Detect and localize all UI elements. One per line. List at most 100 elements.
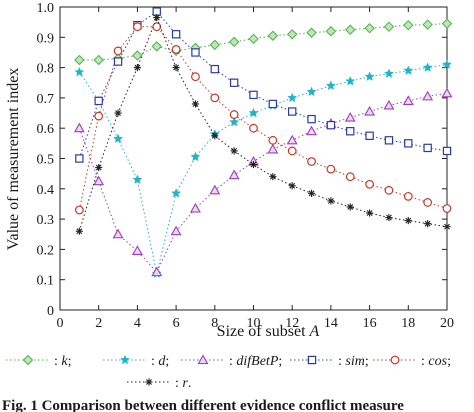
x-tick-label: 6: [173, 316, 180, 331]
data-point-cos: [442, 204, 452, 213]
data-point-cos: [229, 110, 239, 119]
y-tick-label: 0.2: [37, 243, 55, 258]
series-r: [75, 14, 451, 235]
data-point-sim: [94, 96, 103, 106]
data-point-k: [132, 50, 143, 61]
x-tick-label: 20: [440, 316, 454, 331]
data-point-difBetP: [402, 95, 414, 105]
data-point-r: [230, 147, 238, 155]
data-point-cos: [132, 22, 142, 32]
data-point-d: [306, 86, 317, 97]
data-point-k: [364, 23, 375, 34]
data-point-d: [190, 151, 201, 162]
data-point-cos: [345, 172, 355, 182]
data-point-d: [229, 116, 240, 127]
x-tick-label: 2: [95, 316, 102, 331]
legend-label: : k;: [54, 354, 72, 369]
series-line-d: [78, 64, 448, 274]
series-line-sim: [78, 10, 448, 159]
data-point-sim: [191, 48, 200, 57]
data-point-sim: [384, 136, 394, 145]
series-line-difBetP: [78, 92, 448, 274]
legend-marker: [120, 354, 130, 365]
data-point-d: [442, 59, 452, 69]
data-point-cos: [307, 157, 316, 166]
data-point-difBetP: [364, 105, 376, 116]
data-point-k: [228, 36, 240, 48]
data-point-k: [403, 19, 414, 31]
data-point-k: [267, 30, 279, 41]
legend-marker: [22, 354, 34, 366]
data-point-sim: [113, 57, 123, 66]
data-point-difBetP: [383, 99, 395, 110]
legend-item-r: : r.: [127, 376, 191, 391]
data-point-r: [172, 64, 180, 72]
data-point-cos: [210, 93, 220, 103]
data-point-difBetP: [190, 202, 201, 213]
data-point-sim: [442, 146, 452, 156]
series-d: [74, 59, 452, 278]
y-tick-label: 0.5: [37, 153, 55, 168]
data-point-cos: [326, 164, 336, 174]
legend-item-cos: : cos;: [373, 354, 451, 369]
data-point-r: [153, 14, 161, 22]
data-point-d: [422, 62, 433, 72]
data-point-k: [441, 18, 453, 29]
y-tick-label: 0.4: [37, 183, 55, 198]
data-point-cos: [268, 135, 278, 145]
data-point-cos: [365, 179, 375, 189]
series-sim: [75, 7, 452, 163]
data-point-k: [383, 21, 395, 32]
data-point-difBetP: [131, 245, 143, 255]
data-point-r: [114, 109, 122, 117]
data-point-sim: [171, 30, 181, 39]
data-point-d: [248, 107, 259, 118]
x-tick-label: 10: [247, 316, 261, 331]
series-layer: [73, 7, 453, 278]
legend-item-d: : d;: [103, 354, 169, 369]
data-point-d: [171, 188, 182, 198]
data-point-r: [327, 197, 335, 205]
data-point-difBetP: [306, 125, 317, 136]
legend-label: : sim;: [338, 354, 369, 369]
data-point-sim: [404, 139, 413, 148]
legend-marker: [307, 355, 317, 365]
legend-marker: [197, 354, 209, 365]
series-line-r: [78, 16, 448, 232]
y-tick-label: 0: [47, 304, 54, 319]
data-point-sim: [326, 120, 336, 130]
data-point-difBetP: [228, 169, 240, 180]
x-axis-label: Size of subset A: [217, 323, 320, 340]
x-tick-label: 0: [57, 316, 64, 331]
data-point-difBetP: [441, 87, 453, 98]
y-tick-label: 0.7: [37, 92, 55, 107]
data-point-k: [74, 54, 85, 66]
data-point-d: [345, 75, 356, 86]
data-point-sim: [229, 78, 239, 87]
legend-label: : r.: [175, 376, 191, 391]
data-point-difBetP: [93, 175, 105, 186]
data-point-r: [95, 163, 103, 172]
x-tick-label: 14: [324, 316, 338, 331]
series-cos: [74, 22, 452, 215]
data-point-k: [345, 24, 356, 35]
x-tick-label: 8: [211, 316, 218, 331]
data-point-r: [404, 217, 412, 225]
data-point-d: [383, 68, 394, 78]
series-difBetP: [73, 87, 453, 277]
data-point-sim: [346, 127, 355, 136]
data-point-cos: [287, 146, 297, 156]
data-point-k: [93, 54, 104, 66]
data-point-sim: [288, 107, 297, 116]
legend-item-difBetP: : difBetP;: [181, 354, 282, 369]
data-point-sim: [365, 131, 374, 140]
y-tick-label: 0.1: [37, 274, 55, 289]
x-tick-label: 16: [363, 316, 377, 331]
data-point-difBetP: [422, 90, 434, 101]
data-point-difBetP: [209, 184, 221, 195]
data-point-d: [74, 66, 85, 77]
series-k: [74, 18, 453, 66]
legend: : k; : d; : difBetP; : sim; : cos; : r.: [6, 354, 451, 391]
data-point-r: [307, 189, 316, 197]
figure-caption: Fig. 1 Comparison between different evid…: [2, 398, 404, 412]
